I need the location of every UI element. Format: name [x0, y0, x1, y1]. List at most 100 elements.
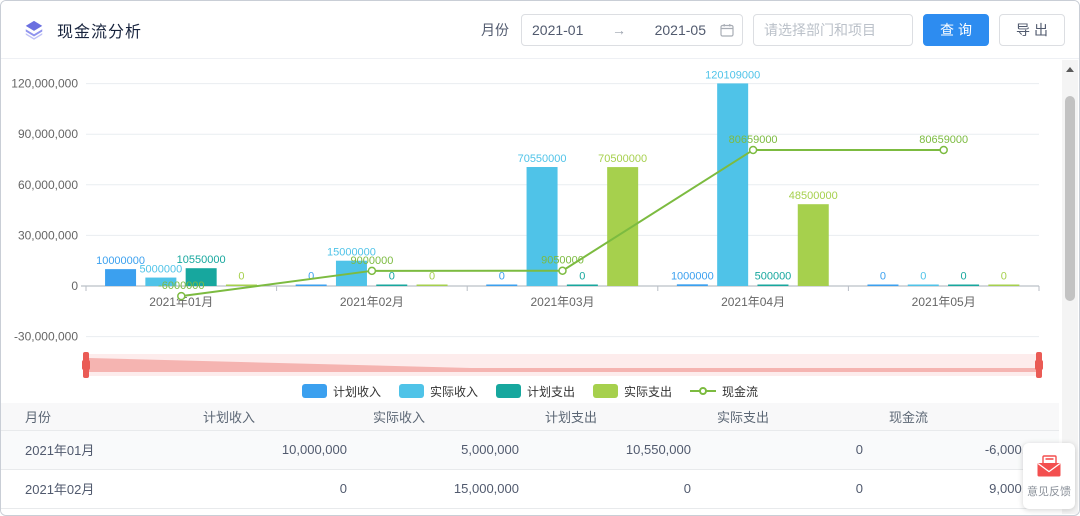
date-range-arrow: → [612, 21, 626, 38]
legend-swatch [301, 384, 327, 398]
table-cell: 0 [703, 469, 875, 509]
cashflow-chart[interactable]: 120,000,000 90,000,000 60,000,000 30,000,00… [1, 59, 1059, 381]
bar-value-label: 70550000 [518, 153, 567, 165]
scrollbar-thumb[interactable] [1065, 96, 1075, 301]
bar[interactable] [676, 284, 708, 286]
bar[interactable] [225, 284, 257, 287]
bar-value-label: 0 [880, 271, 886, 283]
legend-swatch [398, 384, 424, 398]
legend-item-1[interactable]: 实际收入 [398, 383, 478, 400]
datazoom-handle-right-grip[interactable] [1035, 360, 1043, 370]
bar[interactable] [867, 284, 899, 287]
line-value-label: 80659000 [729, 134, 778, 146]
table-cell: 5,000,000 [359, 430, 531, 470]
table-cell: 15,000,000 [359, 469, 531, 509]
legend-item-0[interactable]: 计划收入 [301, 383, 381, 400]
bar-value-label: 0 [579, 271, 585, 283]
table-cell: 70,550,000 [359, 508, 531, 515]
table-header-row: 月份 计划收入 实际收入 计划支出 实际支出 现金流 [1, 403, 1059, 431]
table-cell: 0 [531, 508, 703, 515]
bar-value-label: 70500000 [598, 153, 647, 165]
bar-value-label: 0 [308, 271, 314, 283]
bar-value-label: 120109000 [705, 69, 760, 81]
line-point[interactable] [177, 291, 186, 301]
date-end-value[interactable]: 2021-05 [654, 21, 706, 38]
y-axis-label: 30,000,000 [18, 228, 78, 242]
month-filter-label: 月份 [481, 21, 509, 38]
x-axis-label: 2021年01月 [149, 295, 213, 309]
bar-value-label: 5000000 [139, 264, 182, 276]
bar[interactable] [105, 269, 137, 286]
datazoom-handle-left-grip[interactable] [82, 360, 90, 370]
x-axis-label: 2021年03月 [530, 295, 594, 309]
date-start-value[interactable]: 2021-01 [532, 21, 584, 38]
line-value-label: 9050000 [541, 255, 584, 267]
query-button[interactable]: 查询 [923, 13, 989, 46]
legend-label: 现金流 [722, 384, 759, 399]
legend-label: 计划收入 [332, 384, 381, 399]
export-button[interactable]: 导出 [999, 13, 1065, 46]
legend-item-4[interactable]: 现金流 [690, 383, 758, 400]
bar[interactable] [416, 284, 448, 287]
bar-value-label: 0 [960, 271, 966, 283]
bar-value-label: 0 [920, 271, 926, 283]
bar-value-label: 1000000 [671, 270, 714, 282]
bar[interactable] [797, 204, 829, 286]
legend-item-3[interactable]: 实际支出 [593, 383, 672, 400]
bar[interactable] [526, 167, 558, 286]
feedback-widget[interactable]: 意见反馈 [1023, 443, 1075, 509]
select-placeholder: 请选择部门和项目 [764, 21, 876, 38]
legend-swatch [495, 384, 521, 398]
bar[interactable] [907, 284, 939, 287]
x-axis-label: 2021年04月 [721, 295, 785, 309]
bar[interactable] [757, 284, 789, 287]
cashflow-table: 月份 计划收入 实际收入 计划支出 实际支出 现金流 2021年01月 10,000,000… [1, 403, 1059, 515]
table-cell: 0 [189, 508, 359, 515]
datazoom-area [89, 358, 1036, 372]
bar[interactable] [988, 284, 1020, 287]
calendar-icon [720, 23, 734, 37]
bar-value-label: 48500000 [789, 190, 838, 202]
table-header-cell: 月份 [1, 403, 189, 431]
date-range-picker[interactable]: 2021-01 → 2021-05 [521, 13, 743, 46]
line-point[interactable] [748, 145, 758, 155]
bar[interactable] [566, 284, 598, 287]
legend-label: 实际支出 [624, 384, 673, 399]
legend-label: 计划支出 [526, 384, 575, 399]
table-header-cell: 计划收入 [189, 403, 359, 431]
table-cell: 0 [703, 430, 875, 470]
department-project-select[interactable]: 请选择部门和项目 [753, 13, 913, 46]
x-axis-label: 2021年05月 [912, 295, 976, 309]
bar-value-label: 15000000 [327, 247, 376, 259]
line-point[interactable] [939, 145, 948, 155]
chart-area: 120,000,000 90,000,000 60,000,000 30,000,00… [1, 59, 1059, 381]
bar[interactable] [295, 284, 327, 287]
table-cell: 0 [531, 469, 703, 509]
table-cell: 70,500,000 [703, 508, 875, 515]
y-axis-label: 120,000,000 [11, 77, 78, 91]
scroll-up-icon [1066, 67, 1074, 72]
scroll-up-button[interactable] [1062, 62, 1078, 77]
bar[interactable] [717, 83, 749, 286]
line-value-label: 80659000 [919, 134, 968, 146]
legend-item-2[interactable]: 计划支出 [495, 383, 575, 400]
line-point[interactable] [558, 266, 567, 275]
bar[interactable] [185, 268, 217, 286]
y-axis-label: 60,000,000 [18, 178, 78, 192]
legend-line-circle [699, 387, 708, 395]
bar-value-label: 0 [1001, 271, 1007, 283]
table-cell: 2021年02月 [1, 469, 189, 509]
table-cell: 0 [189, 469, 359, 509]
bar-value-label: 0 [389, 271, 395, 283]
bar[interactable] [948, 284, 980, 287]
bar[interactable] [486, 284, 518, 287]
table-cell: 10,550,000 [531, 430, 703, 470]
bar[interactable] [145, 277, 177, 286]
line-point[interactable] [367, 266, 377, 276]
bar[interactable] [376, 284, 408, 287]
table-header-cell: 实际收入 [359, 403, 531, 431]
feedback-label: 意见反馈 [1027, 486, 1071, 498]
layers-icon [23, 19, 45, 41]
